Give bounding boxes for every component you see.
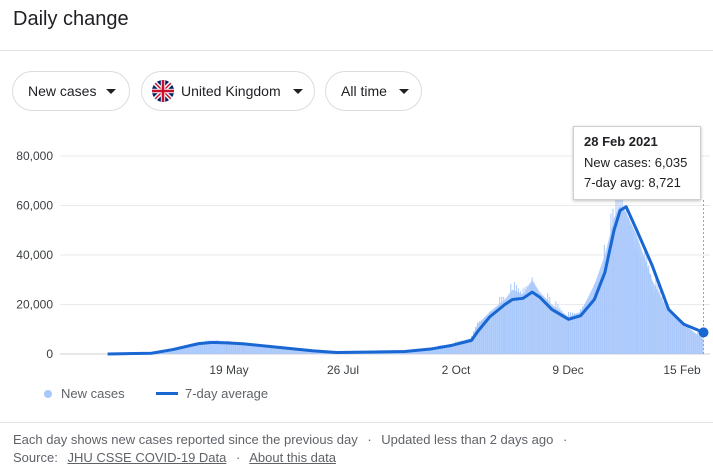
- x-tick-label: 2 Oct: [442, 363, 471, 377]
- metric-dropdown-label: New cases: [28, 83, 97, 99]
- legend-dot-icon: [44, 389, 52, 398]
- tooltip-date: 28 Feb 2021: [584, 134, 658, 149]
- tooltip-new-cases: New cases: 6,035: [584, 155, 688, 170]
- y-tick-label: 80,000: [16, 149, 53, 163]
- range-dropdown[interactable]: All time: [325, 71, 422, 111]
- y-tick-label: 60,000: [16, 199, 53, 213]
- seven-day-average-line: [107, 205, 705, 356]
- x-tick-label: 9 Dec: [552, 363, 583, 377]
- legend-avg: 7-day average: [156, 386, 268, 401]
- cases-chart[interactable]: 80,000 60,000 40,000 20,000 0 19 May 26 Jul 2 …: [0, 120, 713, 386]
- header-divider: [0, 50, 713, 51]
- page-title: Daily change: [13, 8, 129, 30]
- new-cases-area: [107, 205, 704, 354]
- x-tick-label: 19 May: [209, 363, 248, 377]
- tooltip-avg: 7-day avg: 8,721: [584, 175, 681, 190]
- footer-line-2: Source: JHU CSSE COVID-19 Data · About t…: [13, 450, 336, 465]
- legend-new-cases-label: New cases: [61, 386, 125, 401]
- chart-tooltip: 28 Feb 2021 New cases: 6,035 7-day avg: …: [573, 126, 701, 200]
- footer-divider: [0, 422, 713, 423]
- uk-flag-icon: [152, 80, 174, 102]
- y-tick-label: 0: [46, 347, 53, 361]
- region-dropdown-label: United Kingdom: [181, 83, 281, 99]
- footer-updated: Updated less than 2 days ago: [381, 432, 554, 447]
- footer-separator: ·: [236, 450, 241, 465]
- metric-dropdown[interactable]: New cases: [12, 71, 130, 111]
- footer-line-1: Each day shows new cases reported since …: [13, 432, 573, 447]
- footer-separator: ·: [367, 432, 372, 447]
- source-link[interactable]: JHU CSSE COVID-19 Data: [67, 450, 227, 465]
- hover-marker: [698, 327, 709, 338]
- legend-avg-label: 7-day average: [185, 386, 269, 401]
- y-tick-label: 20,000: [16, 298, 53, 312]
- footer-note: Each day shows new cases reported since …: [13, 432, 358, 447]
- region-dropdown[interactable]: United Kingdom: [141, 71, 315, 111]
- chevron-down-icon: [292, 88, 303, 94]
- footer-separator: ·: [562, 432, 568, 447]
- range-dropdown-label: All time: [341, 83, 387, 99]
- chevron-down-icon: [106, 88, 117, 94]
- chevron-down-icon: [398, 88, 409, 94]
- y-tick-label: 40,000: [16, 248, 53, 262]
- footer-source-label: Source:: [13, 450, 58, 465]
- about-data-link[interactable]: About this data: [249, 450, 336, 465]
- x-tick-label: 15 Feb: [663, 363, 701, 377]
- legend-new-cases: New cases: [44, 386, 125, 401]
- legend-line-icon: [156, 392, 178, 395]
- x-tick-label: 26 Jul: [327, 363, 359, 377]
